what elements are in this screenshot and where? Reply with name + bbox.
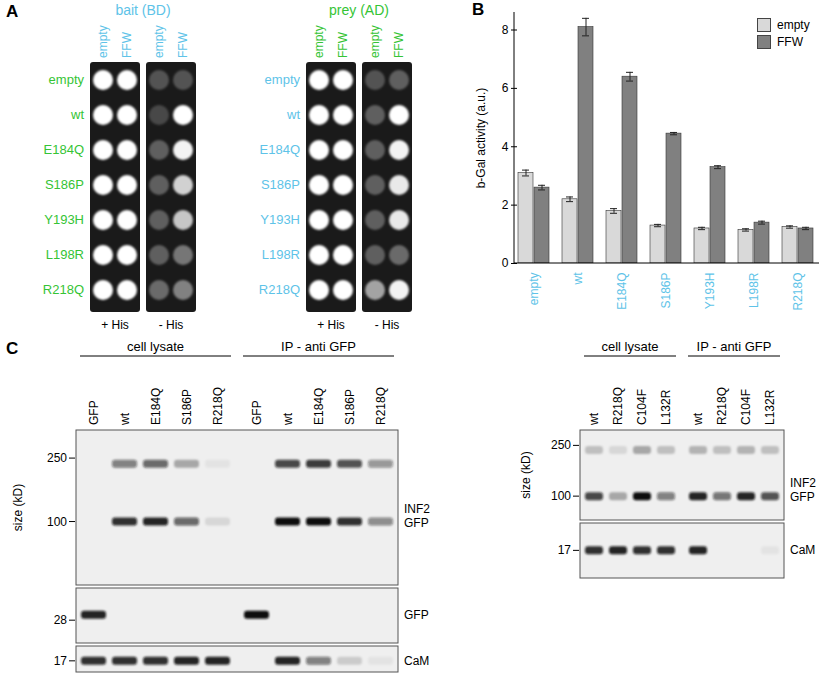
svg-text:size (kD): size (kD): [11, 484, 25, 531]
svg-text:GFP: GFP: [87, 400, 101, 425]
svg-text:8: 8: [502, 23, 509, 37]
svg-text:FFW: FFW: [336, 31, 350, 58]
svg-text:E184Q: E184Q: [149, 388, 163, 425]
svg-text:cell lysate: cell lysate: [601, 339, 658, 354]
svg-text:R218Q: R218Q: [791, 273, 805, 311]
svg-text:0: 0: [502, 256, 509, 270]
svg-text:R218Q: R218Q: [611, 387, 625, 425]
svg-text:INF2: INF2: [404, 502, 430, 516]
svg-text:empty: empty: [312, 25, 326, 58]
svg-text:S186P: S186P: [180, 389, 194, 425]
svg-text:C: C: [6, 339, 18, 358]
svg-text:A: A: [6, 2, 18, 21]
svg-text:L198R: L198R: [46, 247, 84, 262]
svg-text:empty: empty: [527, 273, 541, 306]
svg-text:C104F: C104F: [635, 389, 649, 425]
svg-text:wt: wt: [286, 107, 300, 122]
svg-text:GFP: GFP: [404, 608, 429, 622]
svg-text:empty: empty: [96, 25, 110, 58]
svg-text:6: 6: [502, 81, 509, 95]
svg-text:wt: wt: [70, 107, 84, 122]
svg-text:17: 17: [54, 654, 68, 668]
svg-text:R218Q: R218Q: [374, 387, 388, 425]
svg-text:250: 250: [47, 451, 67, 465]
svg-text:100: 100: [47, 515, 67, 529]
svg-text:empty: empty: [152, 25, 166, 58]
svg-text:prey (AD): prey (AD): [329, 2, 389, 18]
html-text:B: B: [472, 0, 485, 19]
svg-text:Y193H: Y193H: [44, 212, 84, 227]
svg-text:bait (BD): bait (BD): [115, 2, 170, 18]
html-text:FFW: FFW: [777, 35, 803, 49]
svg-text:S186P: S186P: [261, 177, 300, 192]
svg-text:IP - anti GFP: IP - anti GFP: [281, 339, 356, 354]
svg-text:FFW: FFW: [392, 31, 406, 58]
svg-text:28: 28: [54, 613, 68, 627]
svg-text:Y193H: Y193H: [703, 273, 717, 310]
svg-text:250: 250: [551, 438, 571, 452]
svg-text:GFP: GFP: [250, 400, 264, 425]
svg-text:GFP: GFP: [404, 516, 429, 530]
svg-text:cell lysate: cell lysate: [127, 339, 184, 354]
svg-text:wt: wt: [691, 412, 705, 426]
svg-text:E184Q: E184Q: [44, 142, 84, 157]
svg-text:L198R: L198R: [747, 272, 761, 308]
svg-text:wt: wt: [281, 412, 295, 426]
svg-text:17: 17: [558, 543, 572, 557]
svg-text:4: 4: [502, 140, 509, 154]
svg-text:wt: wt: [118, 412, 132, 426]
svg-text:100: 100: [551, 489, 571, 503]
svg-text:b-Gal activity (a.u.): b-Gal activity (a.u.): [474, 88, 488, 189]
svg-text:empty: empty: [368, 25, 382, 58]
svg-text:R218Q: R218Q: [211, 387, 225, 425]
svg-text:+ His: + His: [101, 318, 129, 332]
svg-text:L132R: L132R: [763, 389, 777, 425]
svg-text:E184Q: E184Q: [312, 388, 326, 425]
svg-text:S186P: S186P: [45, 177, 84, 192]
svg-text:GFP: GFP: [790, 490, 815, 504]
svg-text:empty: empty: [265, 72, 301, 87]
html-text:empty: empty: [777, 18, 810, 32]
svg-text:S186P: S186P: [659, 273, 673, 309]
svg-text:R218Q: R218Q: [43, 282, 84, 297]
svg-text:wt: wt: [571, 272, 585, 286]
svg-text:IP - anti GFP: IP - anti GFP: [697, 339, 772, 354]
svg-text:S186P: S186P: [343, 389, 357, 425]
svg-text:L198R: L198R: [262, 247, 300, 262]
svg-text:empty: empty: [49, 72, 85, 87]
svg-text:CaM: CaM: [790, 543, 815, 557]
svg-text:R218Q: R218Q: [715, 387, 729, 425]
svg-text:E184Q: E184Q: [615, 273, 629, 310]
svg-text:FFW: FFW: [176, 31, 190, 58]
svg-text:FFW: FFW: [120, 31, 134, 58]
svg-text:L132R: L132R: [659, 389, 673, 425]
svg-text:Y193H: Y193H: [260, 212, 300, 227]
svg-text:INF2: INF2: [790, 476, 816, 490]
svg-text:E184Q: E184Q: [260, 142, 300, 157]
svg-text:+ His: + His: [317, 318, 345, 332]
svg-text:R218Q: R218Q: [259, 282, 300, 297]
svg-text:2: 2: [502, 198, 509, 212]
svg-text:size (kD): size (kD): [519, 451, 533, 498]
svg-text:wt: wt: [587, 412, 601, 426]
svg-text:- His: - His: [159, 318, 184, 332]
svg-text:C104F: C104F: [739, 389, 753, 425]
svg-text:CaM: CaM: [404, 654, 429, 668]
svg-text:- His: - His: [375, 318, 400, 332]
